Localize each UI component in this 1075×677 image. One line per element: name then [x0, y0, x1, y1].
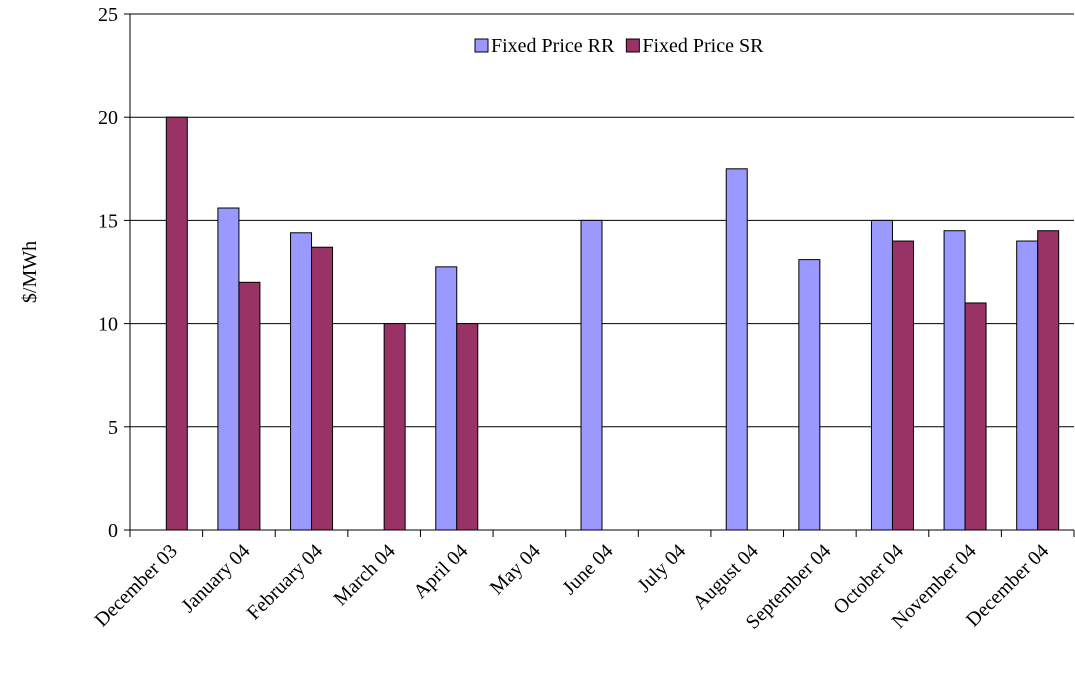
- x-tick-label: October 04: [829, 540, 908, 619]
- y-tick-label: 10: [98, 314, 118, 336]
- bar: [435, 266, 458, 531]
- bar: [217, 207, 240, 531]
- legend-swatch: [625, 38, 640, 53]
- x-tick-label: May 04: [486, 540, 545, 599]
- y-tick-label: 20: [98, 107, 118, 129]
- legend-swatch: [474, 38, 489, 53]
- y-axis-label: $/MWh: [19, 241, 41, 303]
- bar: [1037, 230, 1060, 531]
- bar: [798, 259, 821, 531]
- bar: [891, 240, 914, 531]
- bar: [580, 219, 603, 531]
- bar: [964, 302, 987, 531]
- x-tick-label: January 04: [177, 540, 254, 617]
- x-tick-label: June 04: [558, 540, 617, 599]
- x-tick-label: August 04: [689, 540, 763, 614]
- y-tick-label: 15: [98, 210, 118, 232]
- bar: [1016, 240, 1039, 531]
- x-tick-label: March 04: [330, 540, 400, 610]
- y-tick-label: 0: [108, 520, 118, 542]
- bar: [238, 281, 261, 531]
- legend-label: Fixed Price RR: [491, 35, 615, 57]
- bar: [383, 323, 406, 531]
- bar: [456, 323, 479, 531]
- bar: [165, 116, 188, 531]
- bar: [943, 230, 966, 531]
- y-tick-label: 25: [98, 4, 118, 26]
- legend-label: Fixed Price SR: [642, 35, 764, 57]
- bar: [290, 232, 313, 531]
- bar: [725, 168, 748, 531]
- x-tick-label: December 03: [91, 540, 182, 631]
- x-tick-label: July 04: [633, 540, 690, 597]
- x-tick-label: April 04: [409, 540, 472, 603]
- y-tick-label: 5: [108, 417, 118, 439]
- bar: [870, 219, 893, 531]
- x-tick-label: February 04: [243, 540, 327, 624]
- bar: [311, 246, 334, 531]
